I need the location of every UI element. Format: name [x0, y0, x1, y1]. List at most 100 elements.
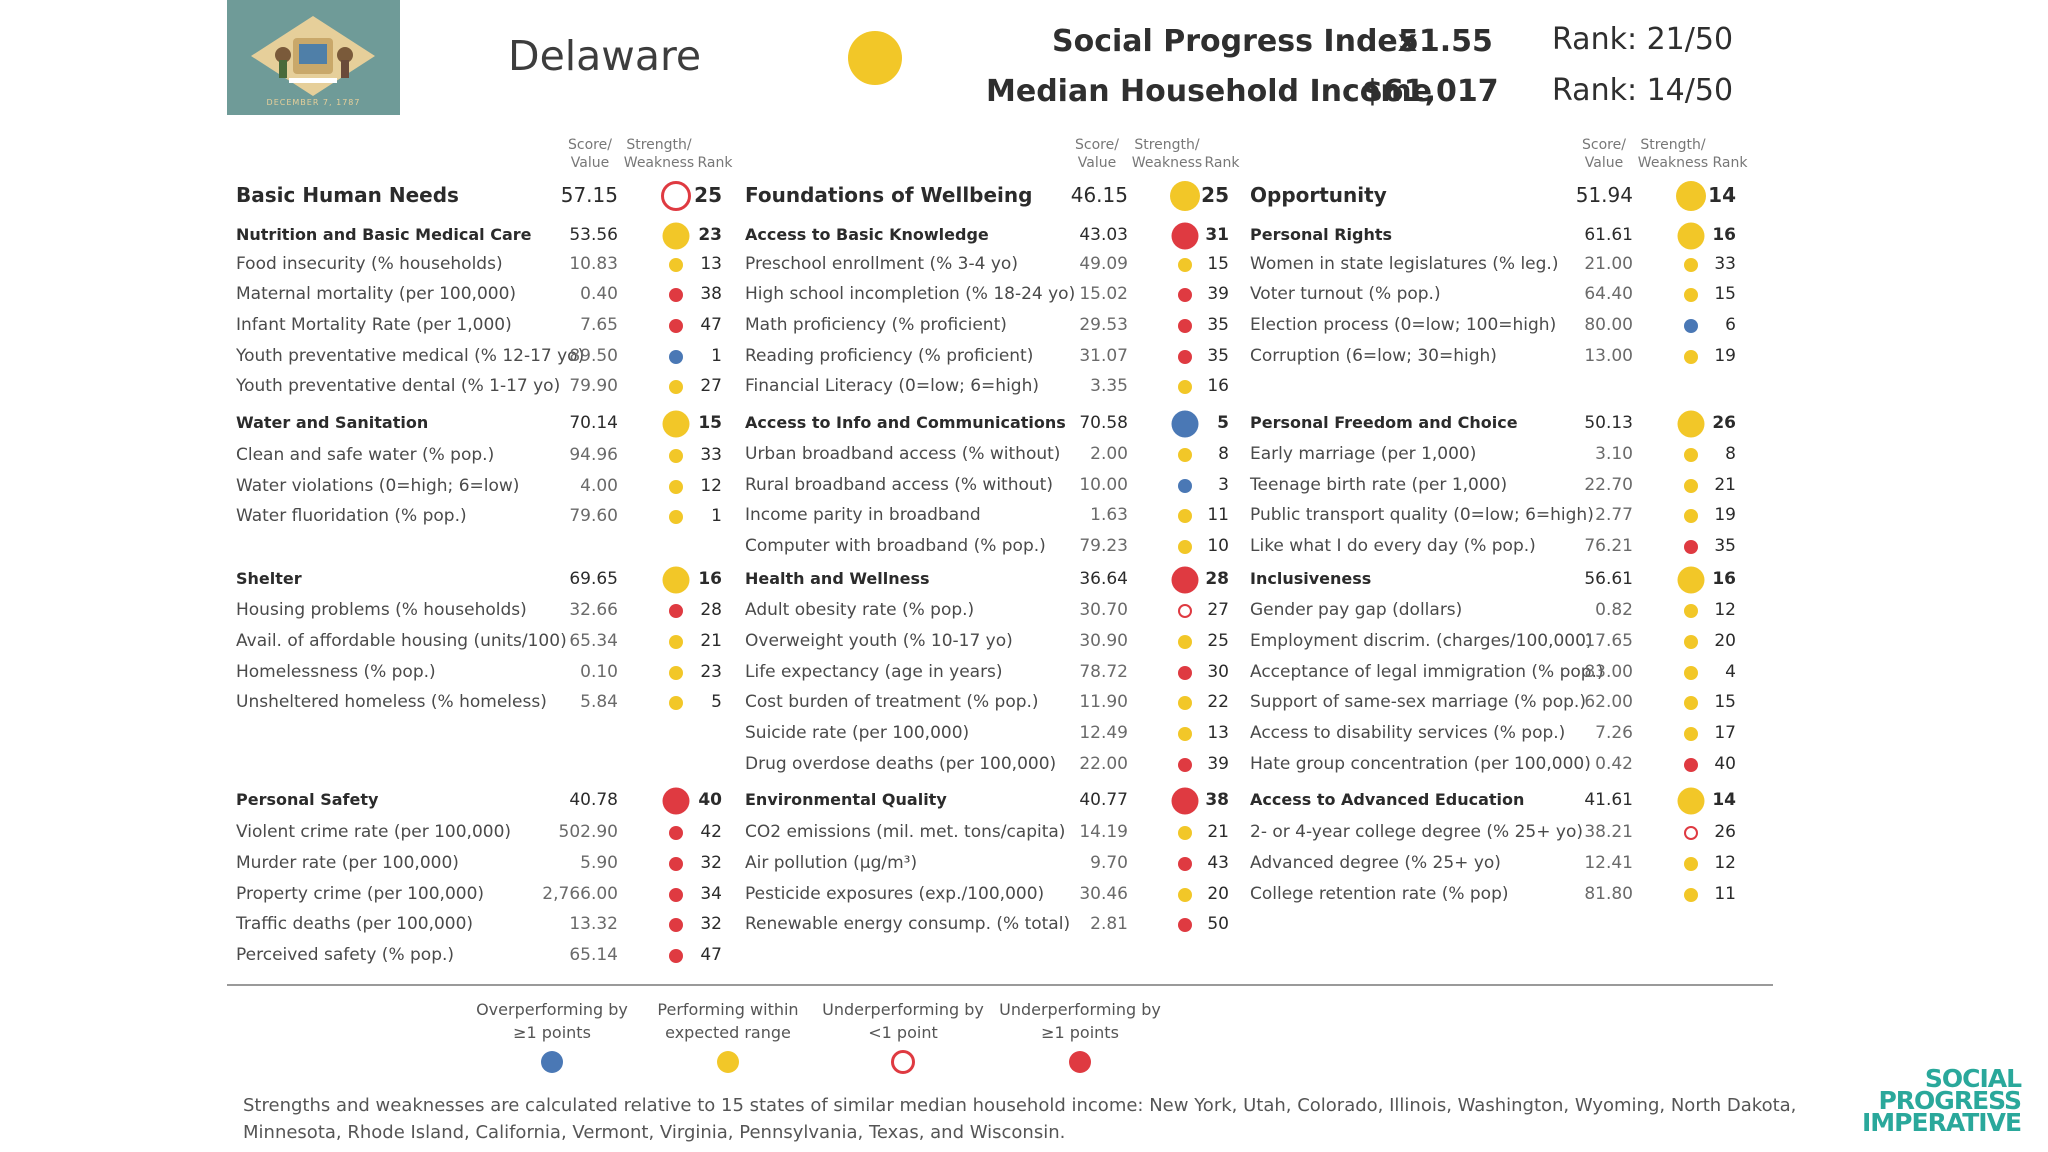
indicator-value: 13.32 — [569, 913, 618, 934]
component-status-dot — [1677, 787, 1705, 815]
indicator-value: 22.00 — [1079, 753, 1128, 774]
indicator-status-dot — [1178, 666, 1192, 680]
indicator-label: Like what I do every day (% pop.) — [1250, 535, 1536, 556]
component-label: Access to Info and Communications — [745, 412, 1066, 432]
indicator-rank: 32 — [700, 913, 722, 934]
indicator-status-dot — [669, 480, 683, 494]
indicator-status-dot — [1178, 604, 1192, 618]
indicator-status-dot — [1178, 918, 1192, 932]
indicator-rank: 34 — [700, 883, 722, 904]
indicator-label: Rural broadband access (% without) — [745, 474, 1053, 495]
indicator-rank: 32 — [700, 852, 722, 873]
indicator-status-dot — [1178, 479, 1192, 493]
indicator-value: 30.90 — [1079, 630, 1128, 651]
indicator-value: 80.00 — [1584, 314, 1633, 335]
indicator-value: 94.96 — [569, 444, 618, 465]
indicator-value: 1.63 — [1090, 504, 1128, 525]
indicator-status-dot — [1178, 540, 1192, 554]
indicator-status-dot — [1684, 288, 1698, 302]
indicator-status-dot — [1178, 857, 1192, 871]
component-label: Access to Basic Knowledge — [745, 224, 989, 244]
indicator-value: 10.00 — [1079, 474, 1128, 495]
indicator-status-dot — [669, 604, 683, 618]
indicator-status-dot — [1178, 319, 1192, 333]
indicator-rank: 13 — [700, 253, 722, 274]
indicator-label: Violent crime rate (per 100,000) — [236, 821, 512, 842]
indicator-rank: 25 — [1207, 630, 1229, 651]
indicator-status-dot — [1178, 635, 1192, 649]
indicator-status-dot — [1178, 888, 1192, 902]
indicator-value: 5.90 — [580, 852, 618, 873]
indicator-value: 14.19 — [1079, 821, 1128, 842]
indicator-value: 81.80 — [1584, 883, 1633, 904]
indicator-label: Women in state legislatures (% leg.) — [1250, 253, 1559, 274]
indicator-value: 12.41 — [1584, 852, 1633, 873]
indicator-label: Clean and safe water (% pop.) — [236, 444, 495, 465]
indicator-rank: 4 — [1725, 661, 1736, 682]
legend-dot-red — [1069, 1051, 1091, 1073]
component-value: 70.58 — [1079, 412, 1128, 433]
indicator-value: 10.83 — [569, 253, 618, 274]
component-rank: 14 — [1712, 789, 1736, 810]
component-value: 69.65 — [569, 568, 618, 589]
indicator-status-dot — [669, 949, 683, 963]
component-status-dot — [662, 222, 690, 250]
state-flag: DECEMBER 7, 1787 — [227, 0, 400, 115]
indicator-status-dot — [669, 288, 683, 302]
indicator-label: Housing problems (% households) — [236, 599, 527, 620]
indicator-status-dot — [1178, 696, 1192, 710]
flag-caption: DECEMBER 7, 1787 — [266, 98, 361, 107]
indicator-status-dot — [1178, 448, 1192, 462]
indicator-status-dot — [1684, 727, 1698, 741]
indicator-status-dot — [669, 888, 683, 902]
header-rank: Rank — [1204, 155, 1240, 171]
header-score-value: Score/ Value — [1075, 137, 1119, 171]
component-label: Personal Freedom and Choice — [1250, 412, 1518, 432]
dimension-value: 46.15 — [1070, 183, 1128, 207]
component-value: 40.78 — [569, 789, 618, 810]
indicator-value: 4.00 — [580, 475, 618, 496]
indicator-value: 31.07 — [1079, 345, 1128, 366]
component-value: 53.56 — [569, 224, 618, 245]
indicator-value: 12.49 — [1079, 722, 1128, 743]
spi-label: Social Progress Index — [1052, 24, 1418, 59]
legend-label: Performing within expected range — [657, 1000, 799, 1042]
indicator-label: 2- or 4-year college degree (% 25+ yo) — [1250, 821, 1583, 842]
component-value: 56.61 — [1584, 568, 1633, 589]
spi-score: 51.55 — [1398, 24, 1493, 59]
indicator-status-dot — [1178, 380, 1192, 394]
component-rank: 16 — [1712, 224, 1736, 245]
indicator-status-dot — [1178, 758, 1192, 772]
indicator-rank: 12 — [700, 475, 722, 496]
indicator-status-dot — [1684, 635, 1698, 649]
component-status-dot — [1171, 787, 1199, 815]
indicator-label: Murder rate (per 100,000) — [236, 852, 459, 873]
income-value: $61,017 — [1362, 74, 1499, 109]
social-progress-imperative-logo: SOCIAL PROGRESS IMPERATIVE — [1862, 1066, 2022, 1135]
indicator-status-dot — [1684, 509, 1698, 523]
indicator-value: 15.02 — [1079, 283, 1128, 304]
indicator-value: 89.50 — [569, 345, 618, 366]
indicator-rank: 12 — [1714, 599, 1736, 620]
indicator-status-dot — [1178, 350, 1192, 364]
header-rank: Rank — [1712, 155, 1748, 171]
indicator-value: 49.09 — [1079, 253, 1128, 274]
indicator-rank: 47 — [700, 944, 722, 965]
indicator-rank: 26 — [1714, 821, 1736, 842]
header-strength-weakness: Strength/ Weakness — [1637, 137, 1709, 171]
indicator-value: 38.21 — [1584, 821, 1633, 842]
component-label: Environmental Quality — [745, 789, 947, 809]
indicator-label: Infant Mortality Rate (per 1,000) — [236, 314, 512, 335]
indicator-label: Drug overdose deaths (per 100,000) — [745, 753, 1057, 774]
indicator-label: CO2 emissions (mil. met. tons/capita) — [745, 821, 1066, 842]
indicator-value: 76.21 — [1584, 535, 1633, 556]
indicator-value: 29.53 — [1079, 314, 1128, 335]
indicator-value: 30.46 — [1079, 883, 1128, 904]
component-rank: 38 — [1205, 789, 1229, 810]
component-status-dot — [1677, 566, 1705, 594]
indicator-label: College retention rate (% pop) — [1250, 883, 1509, 904]
indicator-rank: 6 — [1725, 314, 1736, 335]
indicator-label: Perceived safety (% pop.) — [236, 944, 455, 965]
indicator-label: Overweight youth (% 10-17 yo) — [745, 630, 1013, 651]
indicator-label: Support of same-sex marriage (% pop.) — [1250, 691, 1586, 712]
